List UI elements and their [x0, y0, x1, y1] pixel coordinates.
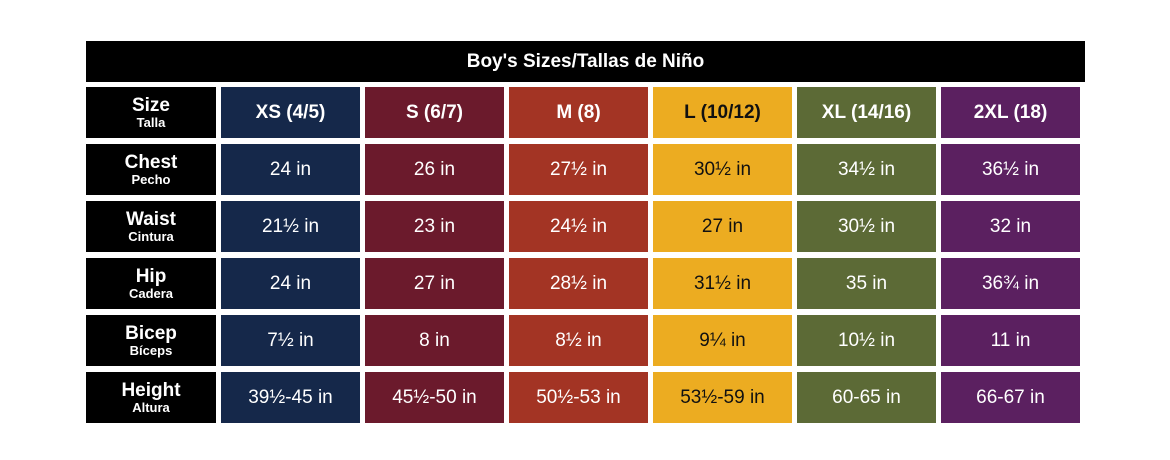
table-cell: 31½ in — [653, 258, 792, 309]
table-cell: 8½ in — [509, 315, 648, 366]
table-cell: 30½ in — [797, 201, 936, 252]
table-cell: 27½ in — [509, 144, 648, 195]
table-cell: 35 in — [797, 258, 936, 309]
row-label-main: Waist — [126, 208, 176, 230]
row-label-sub: Bíceps — [129, 342, 173, 358]
row-label-sub: Pecho — [131, 171, 171, 187]
size-chart: Boy's Sizes/Tallas de Niño Size Talla XS… — [86, 41, 1085, 423]
table-cell: 27 in — [365, 258, 504, 309]
table-cell: 7½ in — [221, 315, 360, 366]
table-cell: 45½-50 in — [365, 372, 504, 423]
size-header-s: S (6/7) — [365, 87, 504, 138]
table-cell: 10½ in — [797, 315, 936, 366]
table-cell: 24 in — [221, 258, 360, 309]
table-cell: 30½ in — [653, 144, 792, 195]
row-label-waist: Waist Cintura — [86, 201, 216, 252]
table-cell: 50½-53 in — [509, 372, 648, 423]
table-cell: 66-67 in — [941, 372, 1080, 423]
table-cell: 23 in — [365, 201, 504, 252]
table-cell: 39½-45 in — [221, 372, 360, 423]
table-cell: 32 in — [941, 201, 1080, 252]
row-label-main: Bicep — [125, 322, 177, 344]
table-cell: 53½-59 in — [653, 372, 792, 423]
row-label-hip: Hip Cadera — [86, 258, 216, 309]
table-cell: 11 in — [941, 315, 1080, 366]
row-label-sub: Talla — [136, 114, 166, 130]
size-header-2xl: 2XL (18) — [941, 87, 1080, 138]
table-cell: 28½ in — [509, 258, 648, 309]
row-label-sub: Cintura — [128, 228, 174, 244]
row-label-height: Height Altura — [86, 372, 216, 423]
row-label-main: Chest — [124, 151, 178, 173]
row-label-main: Hip — [135, 265, 167, 287]
table-cell: 24 in — [221, 144, 360, 195]
row-label-main: Height — [121, 379, 181, 401]
table-cell: 26 in — [365, 144, 504, 195]
size-table: Size Talla XS (4/5) S (6/7) M (8) L (10/… — [86, 87, 1085, 423]
size-header-xl: XL (14/16) — [797, 87, 936, 138]
table-cell: 27 in — [653, 201, 792, 252]
table-cell: 34½ in — [797, 144, 936, 195]
row-label-main: Size — [131, 94, 171, 116]
size-header-l: L (10/12) — [653, 87, 792, 138]
table-cell: 24½ in — [509, 201, 648, 252]
row-label-sub: Cadera — [128, 285, 174, 301]
row-label-bicep: Bicep Bíceps — [86, 315, 216, 366]
size-header-xs: XS (4/5) — [221, 87, 360, 138]
table-cell: 21½ in — [221, 201, 360, 252]
row-label-size: Size Talla — [86, 87, 216, 138]
row-label-sub: Altura — [132, 399, 170, 415]
table-cell: 36¾ in — [941, 258, 1080, 309]
row-label-chest: Chest Pecho — [86, 144, 216, 195]
size-header-m: M (8) — [509, 87, 648, 138]
table-cell: 9¼ in — [653, 315, 792, 366]
chart-title: Boy's Sizes/Tallas de Niño — [86, 41, 1085, 82]
table-cell: 60-65 in — [797, 372, 936, 423]
table-cell: 36½ in — [941, 144, 1080, 195]
table-cell: 8 in — [365, 315, 504, 366]
